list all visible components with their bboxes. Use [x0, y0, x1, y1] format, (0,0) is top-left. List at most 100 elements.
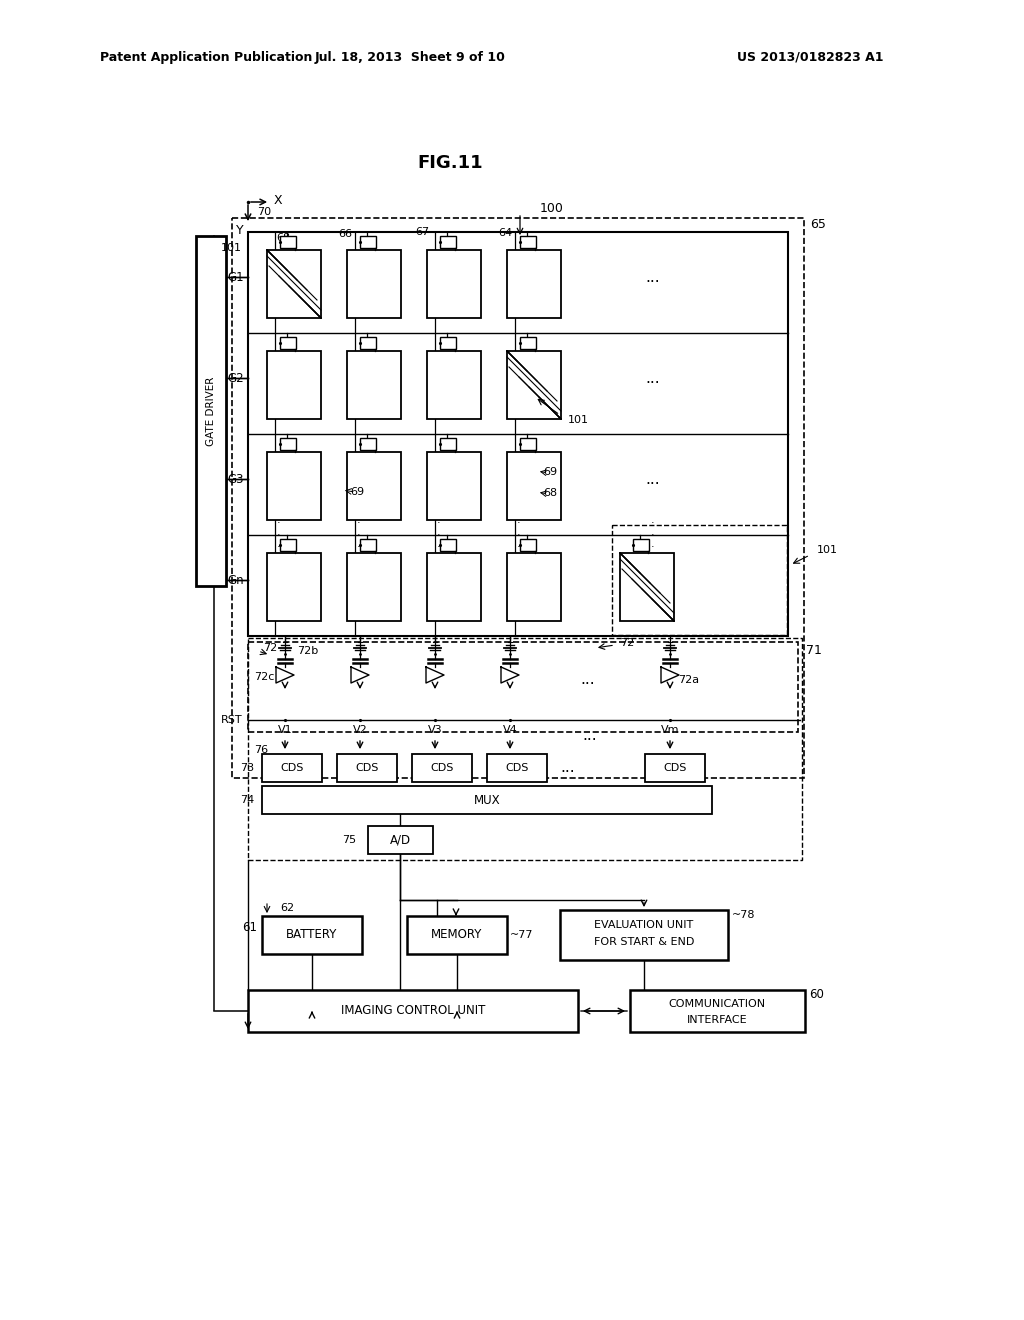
- Text: Patent Application Publication: Patent Application Publication: [100, 50, 312, 63]
- Bar: [347, 249, 401, 318]
- Text: CDS: CDS: [664, 763, 687, 774]
- Bar: [407, 916, 507, 954]
- Text: BATTERY: BATTERY: [287, 928, 338, 941]
- Bar: [262, 916, 362, 954]
- Text: 72c: 72c: [254, 672, 274, 682]
- Bar: [232, 218, 804, 777]
- Bar: [267, 351, 321, 418]
- Text: IMAGING CONTROL UNIT: IMAGING CONTROL UNIT: [341, 1005, 485, 1018]
- Bar: [412, 754, 472, 781]
- Text: ·
·
·: · · ·: [651, 519, 654, 552]
- Bar: [645, 754, 705, 781]
- Bar: [520, 236, 536, 248]
- Text: Vm: Vm: [660, 725, 679, 735]
- Text: INTERFACE: INTERFACE: [687, 1015, 748, 1026]
- Text: 69: 69: [350, 487, 365, 498]
- Text: MUX: MUX: [474, 793, 501, 807]
- Bar: [360, 337, 376, 348]
- Polygon shape: [662, 667, 679, 682]
- Text: 61: 61: [242, 921, 257, 935]
- Text: ·
·
·: · · ·: [278, 519, 281, 552]
- Text: CDS: CDS: [430, 763, 454, 774]
- Bar: [360, 236, 376, 248]
- Bar: [620, 553, 674, 620]
- Bar: [267, 451, 321, 520]
- Text: 67: 67: [415, 227, 429, 238]
- Text: US 2013/0182823 A1: US 2013/0182823 A1: [736, 50, 884, 63]
- Text: ...: ...: [646, 371, 660, 385]
- Text: Jul. 18, 2013  Sheet 9 of 10: Jul. 18, 2013 Sheet 9 of 10: [314, 50, 506, 63]
- Bar: [507, 351, 561, 418]
- Text: Y: Y: [237, 223, 244, 236]
- Text: 69: 69: [543, 467, 557, 477]
- Bar: [248, 638, 802, 861]
- Bar: [368, 826, 433, 854]
- Bar: [487, 754, 547, 781]
- Text: 65: 65: [810, 218, 826, 231]
- Bar: [507, 249, 561, 318]
- Text: COMMUNICATION: COMMUNICATION: [669, 999, 766, 1008]
- Text: ~77: ~77: [510, 931, 534, 940]
- Text: 72: 72: [620, 638, 634, 648]
- Text: ·
·
·: · · ·: [517, 519, 521, 552]
- Text: RST: RST: [221, 715, 243, 725]
- Bar: [427, 351, 481, 418]
- Bar: [427, 249, 481, 318]
- Text: 101: 101: [568, 414, 589, 425]
- Bar: [347, 553, 401, 620]
- Text: 101: 101: [221, 243, 242, 253]
- Bar: [267, 553, 321, 620]
- Bar: [262, 785, 712, 814]
- Bar: [427, 553, 481, 620]
- Text: 75: 75: [342, 836, 356, 845]
- Text: G3: G3: [227, 473, 244, 486]
- Bar: [280, 438, 296, 450]
- Text: GATE DRIVER: GATE DRIVER: [206, 376, 216, 446]
- Text: Gn: Gn: [227, 574, 244, 587]
- Text: ...: ...: [583, 727, 597, 742]
- Text: X: X: [273, 194, 283, 207]
- Bar: [520, 539, 536, 550]
- Text: 68: 68: [276, 234, 290, 243]
- Bar: [633, 539, 649, 550]
- Text: 68: 68: [543, 488, 557, 498]
- Text: 76: 76: [254, 744, 268, 755]
- Bar: [360, 539, 376, 550]
- Text: 101: 101: [817, 545, 838, 554]
- Text: 72: 72: [263, 643, 278, 653]
- Bar: [507, 451, 561, 520]
- Bar: [507, 553, 561, 620]
- Bar: [262, 754, 322, 781]
- Text: CDS: CDS: [505, 763, 528, 774]
- Text: ...: ...: [646, 473, 660, 487]
- Text: 62: 62: [280, 903, 294, 913]
- Bar: [280, 539, 296, 550]
- Text: ·
·
·: · · ·: [357, 519, 360, 552]
- Text: 73: 73: [240, 763, 254, 774]
- Bar: [440, 438, 456, 450]
- Text: 71: 71: [806, 644, 822, 656]
- Text: CDS: CDS: [281, 763, 304, 774]
- Bar: [248, 232, 788, 636]
- Bar: [248, 642, 798, 733]
- Bar: [520, 438, 536, 450]
- Text: V4: V4: [503, 725, 517, 735]
- Text: 60: 60: [809, 989, 824, 1002]
- Text: 100: 100: [540, 202, 564, 214]
- Bar: [347, 351, 401, 418]
- Polygon shape: [501, 667, 519, 682]
- Bar: [560, 909, 728, 960]
- Text: V3: V3: [428, 725, 442, 735]
- Text: V2: V2: [352, 725, 368, 735]
- Text: EVALUATION UNIT: EVALUATION UNIT: [594, 920, 693, 931]
- Text: MEMORY: MEMORY: [431, 928, 482, 941]
- Bar: [267, 249, 321, 318]
- Bar: [427, 451, 481, 520]
- Text: CDS: CDS: [355, 763, 379, 774]
- Text: FOR START & END: FOR START & END: [594, 937, 694, 946]
- Bar: [520, 337, 536, 348]
- Bar: [347, 451, 401, 520]
- Text: 72a: 72a: [678, 675, 699, 685]
- Bar: [337, 754, 397, 781]
- Text: A/D: A/D: [389, 833, 411, 846]
